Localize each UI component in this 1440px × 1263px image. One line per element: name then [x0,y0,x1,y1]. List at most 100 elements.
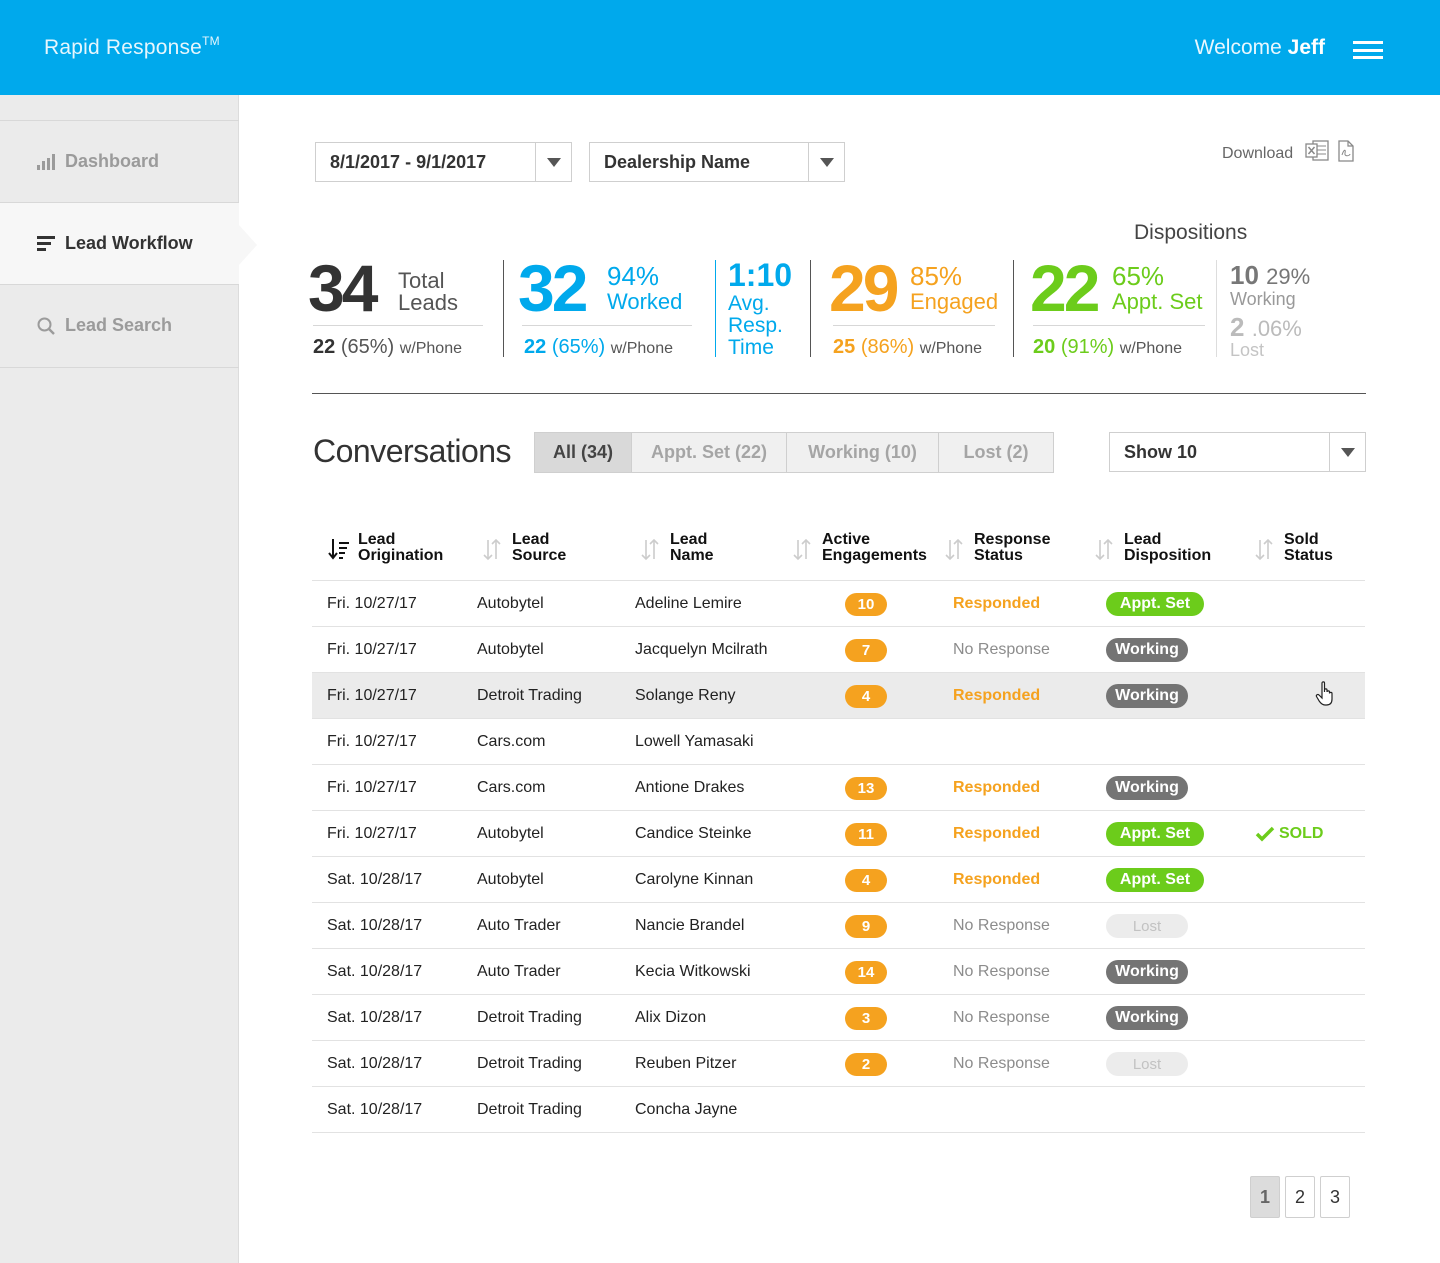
column-header-lead-source[interactable]: Lead Source [482,532,566,564]
column-header-lead-disposition[interactable]: Lead Disposition [1094,532,1211,564]
divider [833,325,995,326]
table-row[interactable]: Fri. 10/27/17 Autobytel Candice Steinke 11 R… [312,811,1365,857]
engagement-count-badge: 11 [845,822,887,846]
sort-icon [1255,538,1273,561]
app-brand[interactable]: Rapid ResponseTM [44,34,220,59]
hamburger-menu-icon[interactable] [1353,41,1383,59]
cell-resp: No Response [953,627,1050,673]
column-header-lead-name[interactable]: Lead Name [640,532,714,564]
column-header-active-engagements[interactable]: Active Engagements [792,532,927,564]
response-time-value: 1:10 [728,257,793,293]
bar-chart-icon [37,153,59,171]
search-icon [37,317,59,335]
tab-all[interactable]: All (34) [535,433,632,472]
cell-name: Nancie Brandel [635,903,744,949]
cell-text: Detroit Trading [477,1101,582,1118]
cell-source: Auto Trader [477,903,561,949]
table-row[interactable]: Sat. 10/28/17 Detroit Trading Concha Jayne [312,1087,1365,1133]
table-row[interactable]: Sat. 10/28/17 Auto Trader Kecia Witkowski 1… [312,949,1365,995]
header-divider [312,580,1365,581]
table-row[interactable]: Fri. 10/27/17 Cars.com Lowell Yamasaki [312,719,1365,765]
engagement-count-badge: 10 [845,592,887,616]
sidebar-item-label: Lead Workflow [65,233,193,253]
response-time-label: Avg. Resp. Time [728,292,783,359]
tab-lost[interactable]: Lost (2) [963,442,1029,462]
sold-status: SOLD [1279,825,1324,842]
cell-name: Carolyne Kinnan [635,857,753,903]
page-button-2[interactable]: 2 [1285,1176,1315,1218]
top-bar: Rapid ResponseTM Welcome Jeff [0,0,1440,95]
header-label: Sold Status [1284,531,1333,564]
cell-text: Alix Dizon [635,1009,707,1026]
table-row[interactable]: Sat. 10/28/17 Detroit Trading Reuben Pitze… [312,1041,1365,1087]
working-label: Working [1230,289,1296,309]
chevron-down-icon[interactable] [808,143,844,181]
cell-text: Candice Steinke [635,825,752,842]
chevron-down-icon[interactable] [1329,433,1365,471]
response-status: No Response [953,641,1050,658]
cell-date: Sat. 10/28/17 [327,857,422,903]
chevron-down-icon[interactable] [535,143,571,181]
tab-appt-set[interactable]: Appt. Set (22) [632,433,787,472]
cell-source: Autobytel [477,581,544,627]
cell-text: Sat. 10/28/17 [327,1101,423,1118]
table-row[interactable]: Fri. 10/27/17 Cars.com Antione Drakes 13 Res… [312,765,1365,811]
tab-working[interactable]: Working (10) [787,433,939,472]
cell-source: Cars.com [477,719,545,765]
cell-name: Solange Reny [635,673,736,719]
divider [1216,260,1217,357]
dispositions-title: Dispositions [1134,221,1248,244]
column-header-sold-status[interactable]: Sold Status [1254,532,1333,564]
engagement-count-badge: 7 [845,638,887,662]
sidebar-item-lead-workflow[interactable]: Lead Workflow [0,202,257,284]
date-range-select[interactable]: 8/1/2017 - 9/1/2017 [315,142,572,182]
cell-name: Jacquelyn Mcilrath [635,627,768,673]
engagement-count-badge: 4 [845,868,887,892]
cell-text: Sat. 10/28/17 [327,1009,423,1026]
table-row[interactable]: Sat. 10/28/17 Autobytel Carolyne Kinnan 4 Re… [312,857,1365,903]
sort-icon [793,538,811,561]
cell-text: Nancie Brandel [635,917,745,934]
cell-eng: 9 [845,903,887,949]
cell-disp: Appt. Set [1106,811,1204,857]
check-icon [1255,826,1275,842]
column-header-response-status[interactable]: Response Status [944,532,1050,564]
sidebar-item-dashboard[interactable]: Dashboard [0,120,239,202]
table-row[interactable]: Sat. 10/28/17 Detroit Trading Alix Dizon 3 N… [312,995,1365,1041]
sidebar-item-lead-search[interactable]: Lead Search [0,284,239,366]
cell-source: Detroit Trading [477,673,582,719]
table-row[interactable]: Fri. 10/27/17 Autobytel Jacquelyn Mcilrath… [312,627,1365,673]
cell-text: Detroit Trading [477,1009,582,1026]
cell-text: Jacquelyn Mcilrath [635,641,768,658]
cell-source: Auto Trader [477,949,561,995]
cell-text: Concha Jayne [635,1101,738,1118]
cell-text: Reuben Pitzer [635,1055,737,1072]
cell-name: Adeline Lemire [635,581,742,627]
cell-date: Fri. 10/27/17 [327,581,417,627]
conversation-tabs: All (34) Appt. Set (22) Working (10) Los… [534,432,1054,473]
show-count-value: Show 10 [1124,441,1198,462]
download-area: Download [1222,140,1355,167]
worked-label: 94% Worked [607,261,683,314]
page-button-1[interactable]: 1 [1250,1176,1280,1218]
column-header-lead-origination[interactable]: Lead Origination [328,532,443,564]
cell-eng: 14 [845,949,887,995]
section-divider [312,393,1366,394]
table-row[interactable]: Sat. 10/28/17 Auto Trader Nancie Brandel 9 N… [312,903,1365,949]
disposition-badge: Working [1106,638,1188,662]
cell-date: Fri. 10/27/17 [327,719,417,765]
show-count-select[interactable]: Show 10 [1109,432,1366,472]
cell-text: Fri. 10/27/17 [327,687,417,704]
table-row[interactable]: Fri. 10/27/17 Autobytel Adeline Lemire 10 Re… [312,581,1365,627]
pdf-icon[interactable] [1337,140,1355,167]
excel-icon[interactable] [1305,140,1329,167]
cell-text: Autobytel [477,641,544,658]
total-leads-label: Total Leads [398,268,458,315]
cell-disp: Working [1106,995,1188,1041]
dealership-select[interactable]: Dealership Name [589,142,845,182]
table-row[interactable]: Fri. 10/27/17 Detroit Trading Solange Reny… [312,673,1365,719]
engaged-value: 29 [829,251,899,325]
page-button-3[interactable]: 3 [1320,1176,1350,1218]
cell-name: Alix Dizon [635,995,706,1041]
header-label: Lead Source [512,531,567,564]
